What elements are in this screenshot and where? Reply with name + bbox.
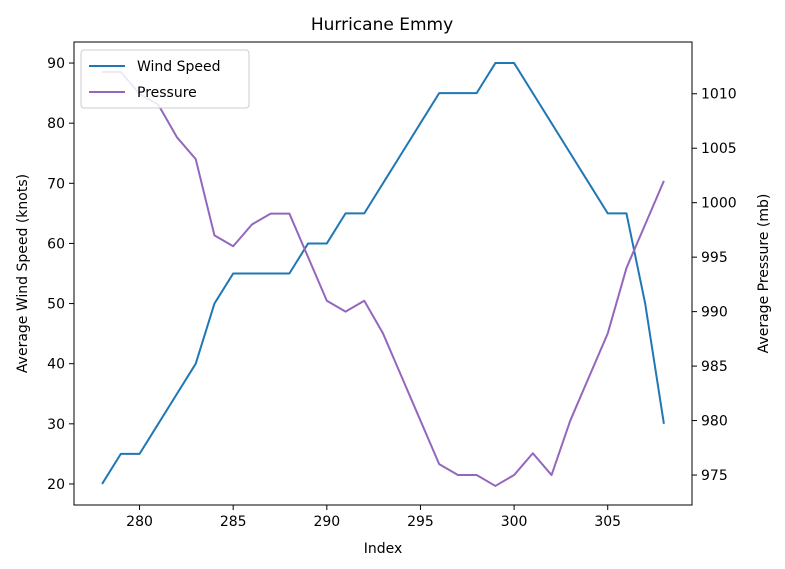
legend-box [80,49,250,109]
y-axis-right-label: Average Pressure (mb) [756,194,772,354]
y2-tick-label: 990 [701,305,728,321]
x-tick-label: 285 [220,514,247,530]
y-axis-left: 20 30 40 50 60 70 80 90 [47,56,74,493]
x-tick-label: 305 [594,514,621,530]
legend-label-pressure: Pressure [137,85,197,101]
y-tick-label: 30 [47,417,65,433]
y-tick-label: 70 [47,176,65,192]
x-axis: 280 285 290 295 300 305 [126,505,621,530]
x-axis-label: Index [364,541,403,557]
y-axis-left-label: Average Wind Speed (knots) [15,174,31,373]
y2-tick-label: 1005 [701,141,737,157]
y-tick-label: 40 [47,357,65,373]
y2-tick-label: 985 [701,359,728,375]
y-axis-right: 975 980 985 990 995 1000 1005 1010 [692,87,737,484]
y2-tick-label: 980 [701,414,728,430]
x-tick-label: 290 [313,514,340,530]
y2-tick-label: 1000 [701,196,737,212]
x-tick-label: 295 [407,514,434,530]
series-line-pressure [102,70,665,487]
legend-label-wind-speed: Wind Speed [137,59,221,75]
legend: Wind Speed Pressure [80,49,250,109]
y-tick-label: 60 [47,236,65,252]
x-tick-label: 280 [126,514,153,530]
y-tick-label: 50 [47,297,65,313]
series-layer [101,62,665,487]
chart-title: Hurricane Emmy [311,15,453,35]
series-line-wind-speed [101,62,665,485]
y2-tick-label: 1010 [701,87,737,103]
y-tick-label: 20 [47,477,65,493]
y2-tick-label: 995 [701,250,728,266]
y-tick-label: 90 [47,56,65,72]
y-tick-label: 80 [47,116,65,132]
plot-area-frame [73,41,693,506]
x-tick-label: 300 [501,514,528,530]
y2-tick-label: 975 [701,468,728,484]
